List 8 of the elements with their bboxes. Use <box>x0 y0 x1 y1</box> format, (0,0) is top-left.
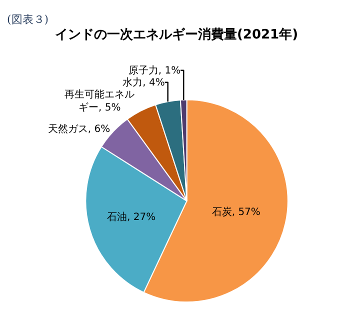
text: (図表３) <box>7 13 49 26</box>
slice-label: 原子力, 1% <box>128 64 181 76</box>
slice-label: 水力, 4% <box>122 76 165 88</box>
slice-label: 再生可能エネルギー, 5% <box>64 88 135 114</box>
slice-label: 天然ガス, 6% <box>48 122 110 135</box>
slice-label: 石油, 27% <box>107 211 156 224</box>
slice-label: 石炭, 57% <box>212 206 260 218</box>
chart-title: インドの一次エネルギー消費量(2021年) <box>54 27 298 42</box>
